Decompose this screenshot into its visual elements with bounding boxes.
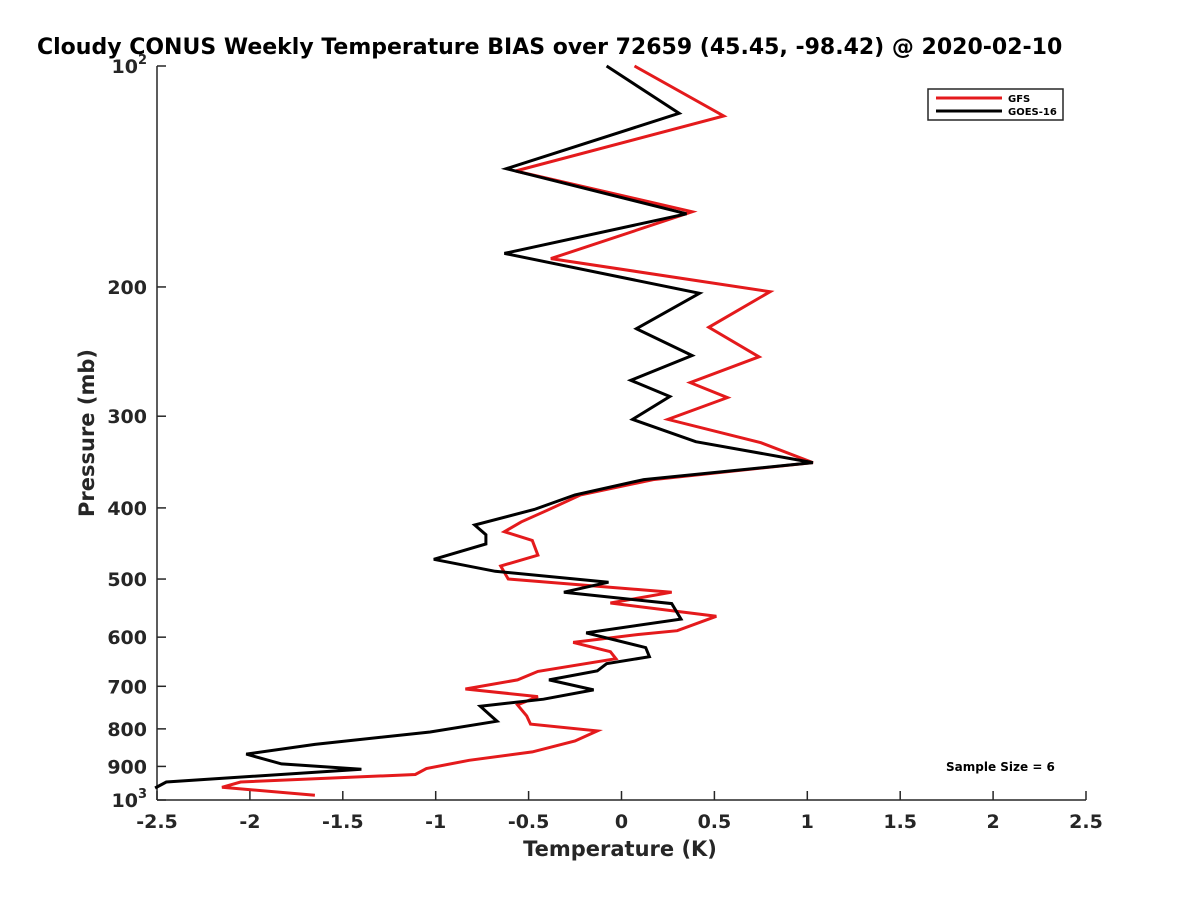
- x-tick-label: -2.5: [136, 811, 178, 833]
- x-tick-label: 1: [801, 811, 814, 833]
- y-tick-label: 600: [107, 627, 147, 649]
- y-tick-label: 800: [107, 719, 147, 741]
- y-tick-label: 300: [107, 406, 147, 428]
- series-line-gfs: [221, 64, 814, 797]
- x-axis-label: Temperature (K): [523, 837, 717, 861]
- y-tick-label: 900: [107, 756, 147, 778]
- chart-title: Cloudy CONUS Weekly Temperature BIAS ove…: [37, 35, 1062, 60]
- x-tick-labels: -2.5 -2 -1.5 -1 -0.5 0 0.5 1 1.5 2 2.5: [136, 811, 1103, 833]
- legend-box: [927, 88, 1064, 121]
- x-tick-label: -2: [239, 811, 260, 833]
- series-line-goes-16: [154, 64, 814, 790]
- x-tick-label: 2: [986, 811, 999, 833]
- y-tick-label: 400: [107, 498, 147, 520]
- x-tick-label: -1: [425, 811, 446, 833]
- x-tick-label: -1.5: [322, 811, 364, 833]
- plot-axes: [156, 65, 1087, 801]
- y-tick-label: 102: [112, 53, 148, 78]
- x-tick-label: -0.5: [508, 811, 550, 833]
- legend-entry: GFS: [1008, 94, 1030, 105]
- y-tick-label: 200: [107, 277, 147, 299]
- x-tick-label: 0.5: [698, 811, 732, 833]
- y-tick-label: 700: [107, 676, 147, 698]
- series-layer: [154, 64, 814, 797]
- y-tick-label: 500: [107, 569, 147, 591]
- legend-entry: GOES-16: [1008, 107, 1057, 118]
- y-tick-label: 103: [112, 787, 148, 812]
- x-tick-label: 2.5: [1069, 811, 1103, 833]
- sample-size-annotation: Sample Size = 6: [946, 760, 1055, 774]
- legend: GFS GOES-16: [927, 88, 1064, 121]
- x-tick-label: 1.5: [883, 811, 917, 833]
- x-tick-label: 0: [615, 811, 628, 833]
- y-tick-labels: 102 200 300 400 500 600 700 800 900 103: [107, 53, 147, 812]
- y-axis-label: Pressure (mb): [75, 349, 99, 517]
